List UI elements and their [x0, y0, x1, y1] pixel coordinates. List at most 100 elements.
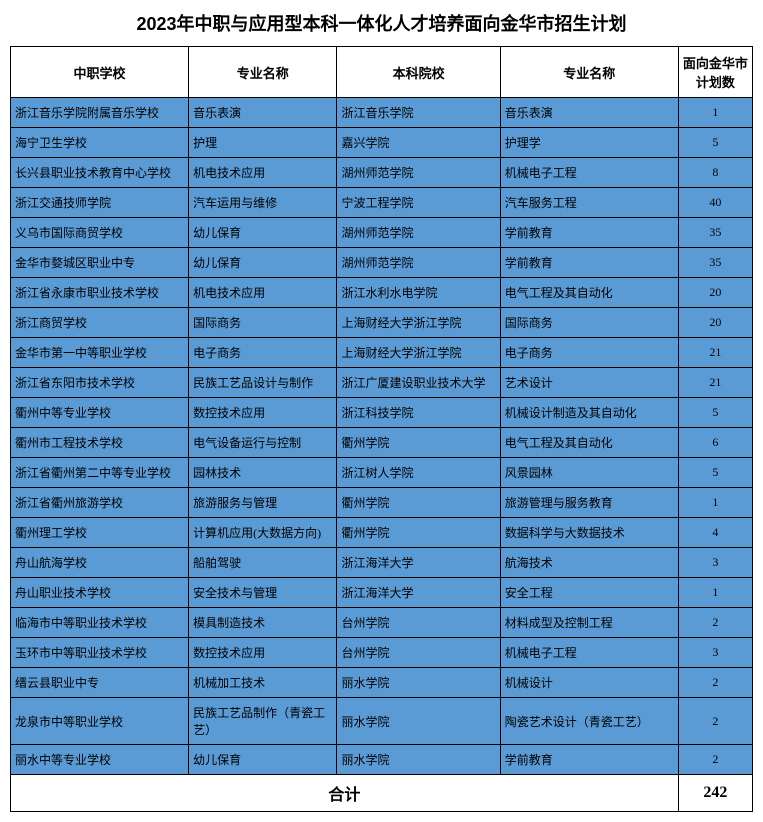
- table-cell: 电气工程及其自动化: [500, 428, 678, 458]
- table-row: 衢州市工程技术学校电气设备运行与控制衢州学院电气工程及其自动化6: [11, 428, 753, 458]
- table-cell: 金华市婺城区职业中专: [11, 248, 189, 278]
- table-row: 浙江省衢州旅游学校旅游服务与管理衢州学院旅游管理与服务教育1: [11, 488, 753, 518]
- table-cell: 旅游管理与服务教育: [500, 488, 678, 518]
- table-cell: 浙江省衢州第二中等专业学校: [11, 458, 189, 488]
- table-cell: 模具制造技术: [189, 608, 337, 638]
- table-cell: 临海市中等职业技术学校: [11, 608, 189, 638]
- table-row: 浙江商贸学校国际商务上海财经大学浙江学院国际商务20: [11, 308, 753, 338]
- table-cell: 湖州师范学院: [337, 248, 500, 278]
- table-cell: 丽水学院: [337, 698, 500, 745]
- table-cell: 旅游服务与管理: [189, 488, 337, 518]
- table-cell: 2: [678, 698, 752, 745]
- table-cell: 海宁卫生学校: [11, 128, 189, 158]
- table-cell: 4: [678, 518, 752, 548]
- table-total-row: 合计 242: [11, 775, 753, 812]
- table-cell: 汽车服务工程: [500, 188, 678, 218]
- table-cell: 丽水中等专业学校: [11, 745, 189, 775]
- table-cell: 35: [678, 248, 752, 278]
- table-cell: 机械电子工程: [500, 638, 678, 668]
- table-row: 衢州理工学校计算机应用(大数据方向)衢州学院数据科学与大数据技术4: [11, 518, 753, 548]
- table-row: 玉环市中等职业技术学校数控技术应用台州学院机械电子工程3: [11, 638, 753, 668]
- table-row: 浙江音乐学院附属音乐学校音乐表演浙江音乐学院音乐表演1: [11, 98, 753, 128]
- table-cell: 护理学: [500, 128, 678, 158]
- table-cell: 5: [678, 128, 752, 158]
- table-cell: 丽水学院: [337, 745, 500, 775]
- table-cell: 1: [678, 578, 752, 608]
- table-cell: 音乐表演: [189, 98, 337, 128]
- table-cell: 幼儿保育: [189, 248, 337, 278]
- table-row: 海宁卫生学校护理嘉兴学院护理学5: [11, 128, 753, 158]
- table-cell: 3: [678, 638, 752, 668]
- table-cell: 衢州中等专业学校: [11, 398, 189, 428]
- table-cell: 幼儿保育: [189, 745, 337, 775]
- table-cell: 园林技术: [189, 458, 337, 488]
- table-cell: 龙泉市中等职业学校: [11, 698, 189, 745]
- table-cell: 汽车运用与维修: [189, 188, 337, 218]
- table-cell: 40: [678, 188, 752, 218]
- enrollment-table: 中职学校专业名称本科院校专业名称面向金华市计划数 浙江音乐学院附属音乐学校音乐表…: [10, 46, 753, 812]
- table-cell: 舟山航海学校: [11, 548, 189, 578]
- table-cell: 浙江树人学院: [337, 458, 500, 488]
- table-cell: 浙江海洋大学: [337, 578, 500, 608]
- table-cell: 浙江省东阳市技术学校: [11, 368, 189, 398]
- table-cell: 台州学院: [337, 638, 500, 668]
- table-cell: 玉环市中等职业技术学校: [11, 638, 189, 668]
- table-cell: 安全工程: [500, 578, 678, 608]
- table-row: 金华市婺城区职业中专幼儿保育湖州师范学院学前教育35: [11, 248, 753, 278]
- table-cell: 金华市第一中等职业学校: [11, 338, 189, 368]
- page-title: 2023年中职与应用型本科一体化人才培养面向金华市招生计划: [10, 10, 753, 36]
- table-cell: 学前教育: [500, 218, 678, 248]
- table-row: 舟山职业技术学校安全技术与管理浙江海洋大学安全工程1: [11, 578, 753, 608]
- table-cell: 宁波工程学院: [337, 188, 500, 218]
- table-cell: 舟山职业技术学校: [11, 578, 189, 608]
- table-cell: 学前教育: [500, 248, 678, 278]
- table-cell: 机电技术应用: [189, 158, 337, 188]
- table-cell: 衢州学院: [337, 518, 500, 548]
- table-cell: 数据科学与大数据技术: [500, 518, 678, 548]
- table-row: 丽水中等专业学校幼儿保育丽水学院学前教育2: [11, 745, 753, 775]
- table-row: 浙江交通技师学院汽车运用与维修宁波工程学院汽车服务工程40: [11, 188, 753, 218]
- table-cell: 3: [678, 548, 752, 578]
- table-cell: 船舶驾驶: [189, 548, 337, 578]
- table-header-cell: 专业名称: [500, 47, 678, 98]
- table-row: 临海市中等职业技术学校模具制造技术台州学院材料成型及控制工程2: [11, 608, 753, 638]
- table-cell: 1: [678, 98, 752, 128]
- table-cell: 浙江商贸学校: [11, 308, 189, 338]
- table-row: 衢州中等专业学校数控技术应用浙江科技学院机械设计制造及其自动化5: [11, 398, 753, 428]
- table-row: 长兴县职业技术教育中心学校机电技术应用湖州师范学院机械电子工程8: [11, 158, 753, 188]
- table-cell: 护理: [189, 128, 337, 158]
- table-cell: 浙江海洋大学: [337, 548, 500, 578]
- table-cell: 浙江省衢州旅游学校: [11, 488, 189, 518]
- table-cell: 学前教育: [500, 745, 678, 775]
- table-cell: 浙江科技学院: [337, 398, 500, 428]
- table-cell: 缙云县职业中专: [11, 668, 189, 698]
- table-row: 义乌市国际商贸学校幼儿保育湖州师范学院学前教育35: [11, 218, 753, 248]
- table-header-cell: 中职学校: [11, 47, 189, 98]
- table-cell: 湖州师范学院: [337, 218, 500, 248]
- table-cell: 浙江音乐学院: [337, 98, 500, 128]
- table-cell: 陶瓷艺术设计（青瓷工艺）: [500, 698, 678, 745]
- table-cell: 电子商务: [189, 338, 337, 368]
- table-cell: 衢州学院: [337, 488, 500, 518]
- table-cell: 机械设计制造及其自动化: [500, 398, 678, 428]
- table-cell: 幼儿保育: [189, 218, 337, 248]
- table-cell: 台州学院: [337, 608, 500, 638]
- table-cell: 5: [678, 458, 752, 488]
- table-cell: 民族工艺品设计与制作: [189, 368, 337, 398]
- table-cell: 数控技术应用: [189, 638, 337, 668]
- table-cell: 21: [678, 338, 752, 368]
- table-cell: 长兴县职业技术教育中心学校: [11, 158, 189, 188]
- table-cell: 2: [678, 745, 752, 775]
- table-cell: 国际商务: [500, 308, 678, 338]
- table-cell: 2: [678, 608, 752, 638]
- table-cell: 机械电子工程: [500, 158, 678, 188]
- table-cell: 义乌市国际商贸学校: [11, 218, 189, 248]
- table-cell: 民族工艺品制作（青瓷工艺）: [189, 698, 337, 745]
- table-cell: 20: [678, 308, 752, 338]
- table-header-cell: 本科院校: [337, 47, 500, 98]
- table-cell: 艺术设计: [500, 368, 678, 398]
- table-header-cell: 专业名称: [189, 47, 337, 98]
- table-cell: 5: [678, 398, 752, 428]
- table-row: 龙泉市中等职业学校民族工艺品制作（青瓷工艺）丽水学院陶瓷艺术设计（青瓷工艺）2: [11, 698, 753, 745]
- table-cell: 电子商务: [500, 338, 678, 368]
